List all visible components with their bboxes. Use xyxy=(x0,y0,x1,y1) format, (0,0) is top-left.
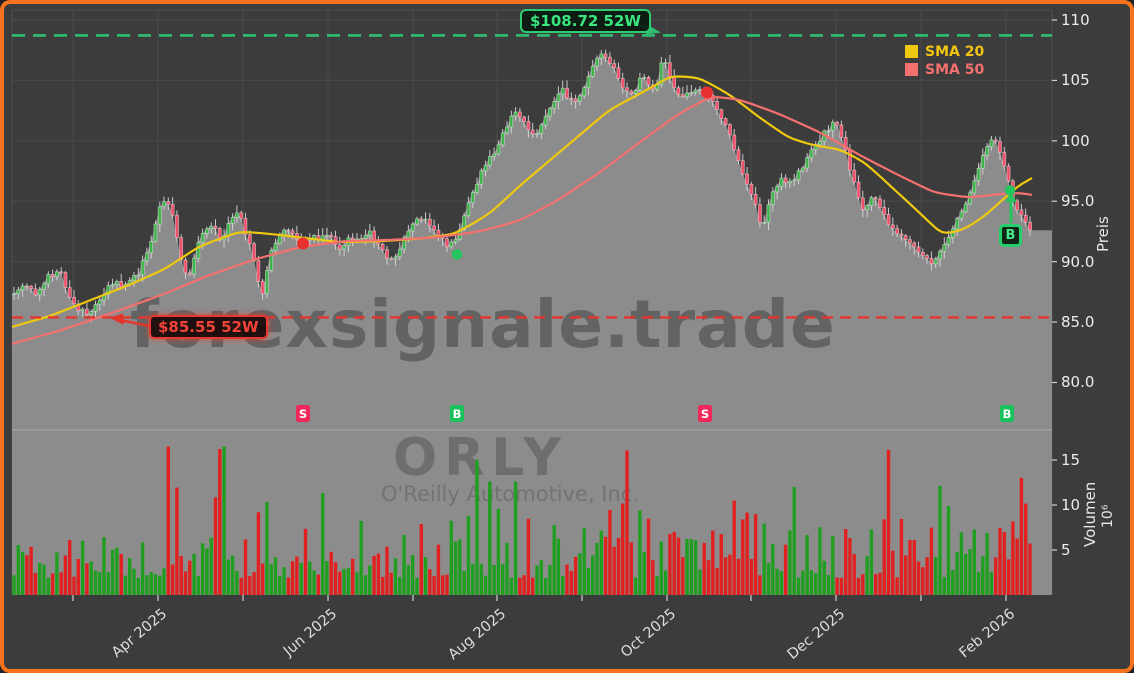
high-52w-label: $108.72 52W xyxy=(520,9,651,33)
sell-signal-dot xyxy=(297,237,309,250)
sell-signal-dot xyxy=(701,86,713,99)
legend: SMA 20 SMA 50 xyxy=(905,43,984,79)
price-axis-title: Preis xyxy=(1094,216,1112,252)
volume-bars xyxy=(12,446,1032,595)
volume-pane-background xyxy=(12,430,1052,595)
buy-signal-dot xyxy=(451,249,463,260)
sma50-line xyxy=(11,96,1033,345)
buy-signal-badge: B xyxy=(999,224,1022,247)
volume-tick-label: 10 xyxy=(1061,496,1081,514)
sell-marker: S xyxy=(698,405,712,422)
price-tick-label: 85.0 xyxy=(1061,313,1095,332)
candlesticks xyxy=(12,49,1032,323)
legend-row-sma20: SMA 20 xyxy=(905,43,984,60)
sma20-legend-label: SMA 20 xyxy=(925,43,985,60)
price-tick-label: 90.0 xyxy=(1061,252,1095,271)
volume-axis-title: Volumen xyxy=(1081,481,1099,547)
low-52w-label: $85.55 52W xyxy=(149,315,268,339)
sell-marker: S xyxy=(296,405,310,422)
buy-signal-dot xyxy=(1004,185,1016,196)
sma50-swatch-icon xyxy=(905,63,918,76)
sma50-legend-label: SMA 50 xyxy=(925,61,985,78)
legend-row-sma50: SMA 50 xyxy=(905,61,984,78)
annotation-arrows xyxy=(109,21,1017,328)
volume-axis-scale: 10⁶ xyxy=(1100,504,1116,528)
sma20-swatch-icon xyxy=(905,45,918,58)
volume-tick-label: 15 xyxy=(1061,451,1081,469)
price-tick-label: 95.0 xyxy=(1061,192,1095,211)
buy-marker: B xyxy=(450,405,464,422)
price-area-fill xyxy=(12,53,1052,431)
price-tick-label: 110 xyxy=(1061,11,1090,29)
price-tick-label: 80.0 xyxy=(1061,373,1095,392)
buy-marker: B xyxy=(1000,405,1014,422)
price-tick-label: 100 xyxy=(1061,131,1090,150)
sma20-line xyxy=(11,75,1033,328)
volume-tick-label: 5 xyxy=(1061,541,1071,559)
axis-tick-marks xyxy=(72,19,1057,601)
price-tick-label: 105 xyxy=(1061,71,1090,90)
watermark-company: O'Reilly Automotive, Inc. xyxy=(381,482,640,506)
